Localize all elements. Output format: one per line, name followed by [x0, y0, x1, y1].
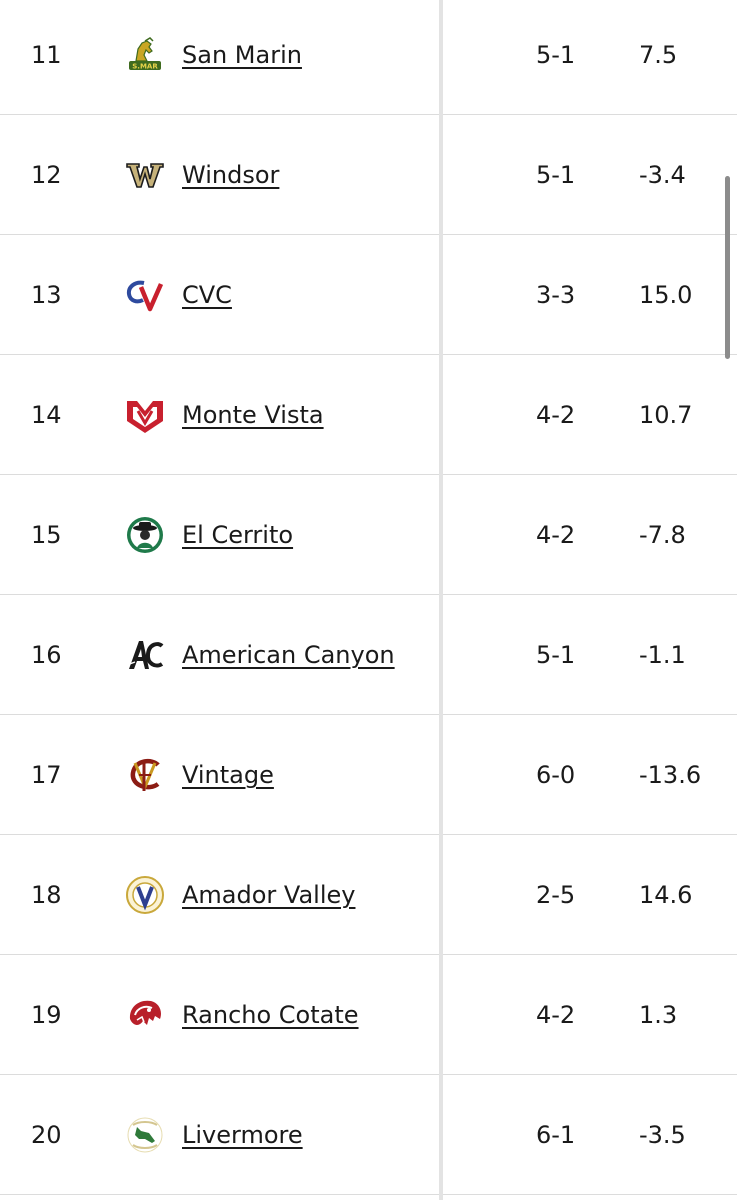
american-canyon-ac-logo-icon [125, 635, 165, 675]
rating-cell: -1.1 [639, 641, 686, 669]
column-divider [439, 0, 443, 1200]
rank-cell: 19 [31, 1001, 62, 1029]
team-link[interactable]: Rancho Cotate [182, 1001, 359, 1029]
record-cell: 5-1 [536, 161, 576, 189]
table-row: 17 Vintage 6-0 -13.6 [0, 715, 737, 835]
rank-cell: 20 [31, 1121, 62, 1149]
record-cell: 5-1 [536, 41, 576, 69]
rank-cell: 12 [31, 161, 62, 189]
table-row: 20 Livermore 6-1 -3.5 [0, 1075, 737, 1195]
livermore-cowboys-logo-icon [125, 1115, 165, 1155]
rating-cell: -3.4 [639, 161, 686, 189]
rank-cell: 11 [31, 41, 62, 69]
table-row: 15 El Cerrito 4-2 -7.8 [0, 475, 737, 595]
rating-cell: 1.3 [639, 1001, 678, 1029]
team-link[interactable]: American Canyon [182, 641, 395, 669]
scrollbar-thumb[interactable] [725, 176, 730, 359]
record-cell: 2-5 [536, 881, 576, 909]
amador-valley-seal-logo-icon [125, 875, 165, 915]
team-link[interactable]: Livermore [182, 1121, 303, 1149]
table-row: 13 CVC 3-3 15.0 [0, 235, 737, 355]
san-marin-mustang-logo-icon: S.MAR [125, 35, 165, 75]
record-cell: 3-3 [536, 281, 576, 309]
table-row: 18 Amador Valley 2-5 14.6 [0, 835, 737, 955]
rating-cell: -3.5 [639, 1121, 686, 1149]
windsor-w-logo-icon [125, 155, 165, 195]
rating-cell: 15.0 [639, 281, 693, 309]
team-link[interactable]: San Marin [182, 41, 302, 69]
svg-text:S.MAR: S.MAR [132, 63, 158, 71]
rank-cell: 13 [31, 281, 62, 309]
table-row: 14 Monte Vista 4-2 10.7 [0, 355, 737, 475]
rating-cell: 14.6 [639, 881, 693, 909]
rank-cell: 18 [31, 881, 62, 909]
rank-cell: 16 [31, 641, 62, 669]
table-row: 19 Rancho Cotate 4-2 1.3 [0, 955, 737, 1075]
rank-cell: 15 [31, 521, 62, 549]
record-cell: 4-2 [536, 1001, 576, 1029]
record-cell: 5-1 [536, 641, 576, 669]
team-link[interactable]: Windsor [182, 161, 280, 189]
rating-cell: 7.5 [639, 41, 678, 69]
rancho-cotate-cougar-logo-icon [125, 995, 165, 1035]
record-cell: 6-1 [536, 1121, 576, 1149]
vintage-vc-logo-icon [125, 755, 165, 795]
rank-cell: 17 [31, 761, 62, 789]
table-row: 16 American Canyon 5-1 -1.1 [0, 595, 737, 715]
rank-cell: 14 [31, 401, 62, 429]
table-row: 12 Windsor 5-1 -3.4 [0, 115, 737, 235]
rating-cell: -13.6 [639, 761, 702, 789]
el-cerrito-gaucho-logo-icon [125, 515, 165, 555]
table-row: 11 S.MAR San Marin 5-1 7.5 [0, 0, 737, 115]
rating-cell: 10.7 [639, 401, 693, 429]
rating-cell: -7.8 [639, 521, 686, 549]
record-cell: 4-2 [536, 401, 576, 429]
monte-vista-mv-logo-icon [125, 395, 165, 435]
team-link[interactable]: CVC [182, 281, 232, 309]
cvc-logo-icon [125, 275, 165, 315]
team-link[interactable]: Amador Valley [182, 881, 356, 909]
team-link[interactable]: Vintage [182, 761, 274, 789]
team-link[interactable]: El Cerrito [182, 521, 294, 549]
record-cell: 4-2 [536, 521, 576, 549]
team-link[interactable]: Monte Vista [182, 401, 324, 429]
record-cell: 6-0 [536, 761, 576, 789]
